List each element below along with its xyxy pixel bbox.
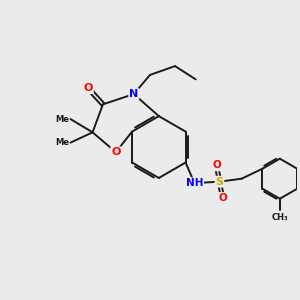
Text: O: O xyxy=(218,193,227,203)
Text: NH: NH xyxy=(186,178,203,188)
Text: O: O xyxy=(83,83,93,93)
Text: O: O xyxy=(212,160,221,170)
Text: O: O xyxy=(111,147,121,157)
Text: S: S xyxy=(215,177,223,187)
Text: CH₃: CH₃ xyxy=(272,213,288,222)
Text: N: N xyxy=(129,89,138,99)
Text: Me: Me xyxy=(55,138,69,147)
Text: Me: Me xyxy=(55,115,69,124)
